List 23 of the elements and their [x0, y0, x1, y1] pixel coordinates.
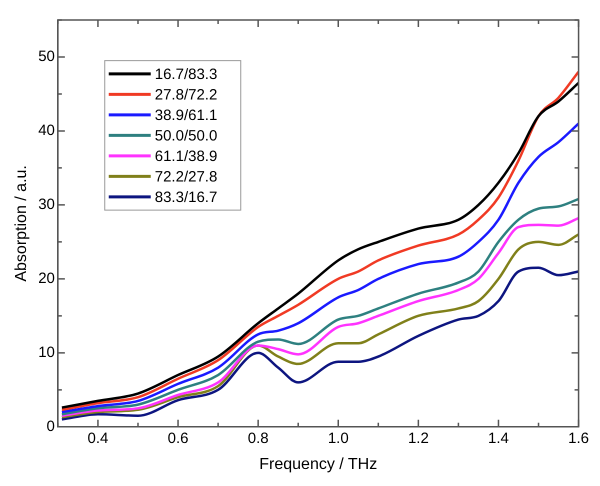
x-tick-label: 1.6 — [568, 430, 590, 447]
legend-label: 27.8/72.2 — [154, 86, 218, 104]
x-tick-label: 1.0 — [328, 430, 349, 447]
legend-label: 38.9/61.1 — [154, 107, 218, 124]
x-tick-label: 0.8 — [248, 430, 269, 447]
x-axis-title: Frequency / THz — [259, 456, 378, 473]
legend-label: 50.0/50.0 — [154, 128, 218, 145]
y-tick-label: 10 — [38, 344, 55, 361]
legend-label: 72.2/27.8 — [154, 168, 218, 186]
legend-label: 61.1/38.9 — [154, 148, 218, 166]
x-tick-label: 0.6 — [168, 430, 188, 447]
y-tick-label: 20 — [38, 270, 55, 288]
x-tick-label: 1.2 — [408, 430, 429, 447]
legend-label: 83.3/16.7 — [154, 189, 218, 206]
y-tick-label: 40 — [38, 122, 55, 140]
line-series — [60, 266, 579, 421]
y-tick-label: 30 — [38, 196, 55, 214]
y-axis-title: Absorption / a.u. — [13, 165, 30, 282]
x-tick-label: 1.4 — [488, 430, 509, 447]
y-tick-label: 50 — [38, 48, 55, 66]
legend-label: 16.7/83.3 — [154, 66, 218, 84]
y-tick-label: 0 — [46, 418, 55, 435]
x-tick-label: 0.4 — [88, 430, 108, 447]
